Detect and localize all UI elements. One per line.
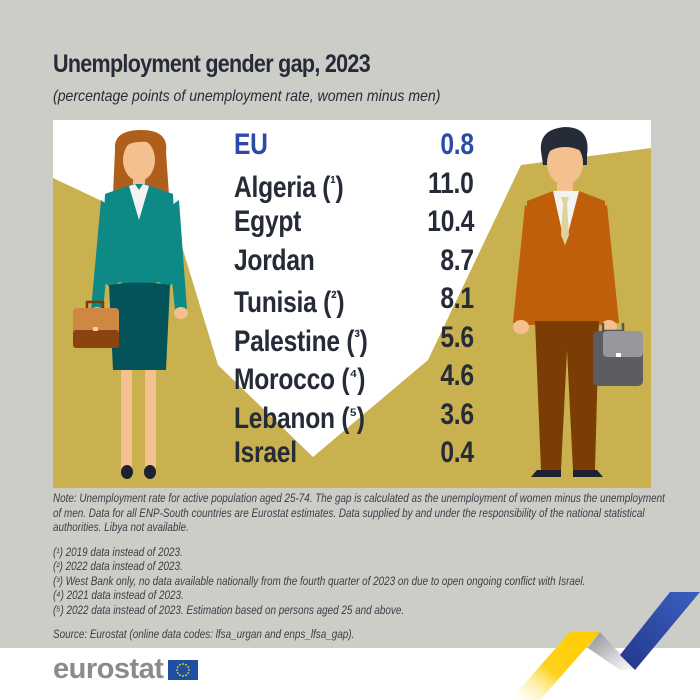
row-label: Algeria (¹) [234,170,344,204]
row-value: 0.8 [440,128,475,161]
eu-flag-icon [168,659,199,680]
footnote-3: (³) West Bank only, no data available na… [53,575,586,588]
row-value: 4.6 [440,359,475,392]
row-label: Palestine (³) [234,324,368,358]
logo-text: eurostat [53,653,164,685]
table-row: Egypt 10.4 [234,203,474,242]
table-row-eu: EU 0.8 [234,126,474,165]
footnote-5: (⁵) 2022 data instead of 2023. Estimatio… [53,604,405,617]
note-text: Note: Unemployment rate for active popul… [53,493,665,534]
row-label: Jordan [234,243,315,277]
table-row: Palestine (³) 5.6 [234,319,474,358]
footnote-1: (¹) 2019 data instead of 2023. [53,546,183,559]
eurostat-logo: eurostat [53,653,199,686]
row-value: 5.6 [440,320,475,354]
row-label: EU [234,128,268,161]
row-label: Israel [234,436,297,469]
table-row: Lebanon (⁵) 3.6 [234,396,474,435]
page-title: Unemployment gender gap, 2023 [53,50,371,78]
row-value: 10.4 [427,205,474,238]
source-text: Source: Eurostat (online data codes: lfs… [53,629,355,641]
man-illustration-icon [513,127,643,477]
footer [0,648,700,700]
notes-section: Note: Unemployment rate for active popul… [53,492,673,643]
table-row: Israel 0.4 [234,434,474,473]
row-label: Morocco (⁴) [234,363,366,396]
data-table: EU 0.8 Algeria (¹) 11.0 Egypt 10.4 Jorda… [234,126,474,473]
row-label: Tunisia (²) [234,286,345,319]
row-value: 3.6 [440,397,475,431]
footnote-4: (⁴) 2021 data instead of 2023. [53,590,184,602]
page-subtitle: (percentage points of unemployment rate,… [53,88,441,105]
table-row: Morocco (⁴) 4.6 [234,357,474,396]
woman-illustration-icon [73,130,188,479]
table-row: Tunisia (²) 8.1 [234,280,474,319]
row-value: 8.1 [440,282,475,315]
footnote-2: (²) 2022 data instead of 2023. [53,561,183,573]
row-value: 8.7 [440,243,475,277]
row-value: 0.4 [440,436,475,469]
decorative-ribbons-icon [510,592,700,700]
background-shape [53,148,651,488]
row-label: Egypt [234,205,302,238]
row-label: Lebanon (⁵) [234,401,365,435]
infographic-panel: EU 0.8 Algeria (¹) 11.0 Egypt 10.4 Jorda… [53,120,651,488]
table-row: Jordan 8.7 [234,242,474,281]
row-value: 11.0 [428,166,474,200]
table-row: Algeria (¹) 11.0 [234,165,474,204]
